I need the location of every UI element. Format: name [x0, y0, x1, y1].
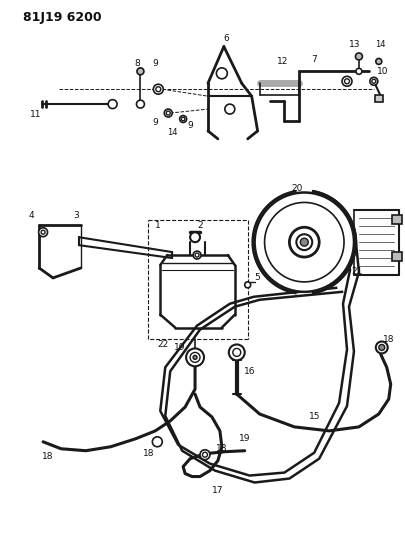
Text: 19: 19 [174, 343, 185, 352]
Bar [391, 215, 401, 224]
Text: 9: 9 [187, 122, 192, 131]
Text: 12: 12 [276, 57, 288, 66]
Circle shape [156, 87, 160, 92]
Text: 17: 17 [212, 486, 223, 495]
Text: 11: 11 [30, 110, 42, 118]
Circle shape [232, 349, 240, 357]
Circle shape [166, 111, 170, 115]
Circle shape [200, 450, 209, 459]
Text: 18: 18 [215, 444, 227, 453]
Circle shape [136, 100, 144, 108]
Circle shape [216, 68, 227, 79]
Circle shape [185, 349, 203, 366]
Text: 6: 6 [222, 34, 228, 43]
Circle shape [344, 79, 349, 84]
Circle shape [190, 232, 200, 242]
Text: 16: 16 [243, 367, 255, 376]
Circle shape [300, 238, 307, 246]
Circle shape [193, 251, 200, 259]
Bar [374, 95, 382, 102]
Text: 18: 18 [42, 452, 54, 461]
Text: 21: 21 [350, 268, 362, 277]
Circle shape [190, 352, 200, 362]
Circle shape [355, 68, 361, 74]
Circle shape [289, 227, 318, 257]
Text: 7: 7 [311, 55, 316, 64]
Circle shape [378, 344, 384, 350]
Circle shape [341, 76, 351, 86]
Text: 81J19 6200: 81J19 6200 [23, 11, 102, 24]
Circle shape [38, 228, 47, 237]
Bar [391, 252, 401, 261]
Circle shape [371, 79, 375, 83]
Text: 2: 2 [197, 221, 202, 230]
Circle shape [369, 77, 377, 85]
Circle shape [375, 59, 381, 64]
Circle shape [193, 356, 196, 359]
Circle shape [375, 342, 387, 353]
Text: 18: 18 [382, 335, 394, 344]
Text: 18: 18 [142, 449, 154, 458]
Text: 9: 9 [152, 118, 158, 127]
Circle shape [181, 117, 184, 121]
Circle shape [164, 109, 172, 117]
Circle shape [179, 116, 186, 123]
Text: 14: 14 [166, 128, 177, 138]
Text: 22: 22 [157, 340, 168, 349]
Circle shape [108, 100, 117, 109]
Circle shape [194, 253, 198, 257]
Circle shape [264, 203, 343, 282]
Circle shape [153, 84, 163, 94]
Text: 9: 9 [152, 59, 158, 68]
Circle shape [152, 437, 162, 447]
Circle shape [136, 68, 143, 75]
Text: 8: 8 [134, 59, 140, 68]
Text: 14: 14 [375, 40, 385, 49]
Circle shape [228, 344, 244, 360]
Text: 5: 5 [254, 273, 260, 282]
Circle shape [354, 53, 362, 60]
Circle shape [296, 234, 311, 250]
Text: 13: 13 [348, 40, 360, 49]
Text: 20: 20 [291, 184, 302, 193]
Circle shape [202, 452, 207, 457]
Circle shape [41, 230, 45, 234]
Text: 1: 1 [155, 221, 161, 230]
Text: 10: 10 [376, 67, 388, 76]
Circle shape [254, 192, 353, 292]
Text: 19: 19 [239, 434, 250, 443]
Text: 4: 4 [28, 211, 34, 220]
Circle shape [224, 104, 234, 114]
Text: 3: 3 [73, 211, 79, 220]
Circle shape [244, 282, 250, 288]
Text: 15: 15 [308, 413, 319, 422]
